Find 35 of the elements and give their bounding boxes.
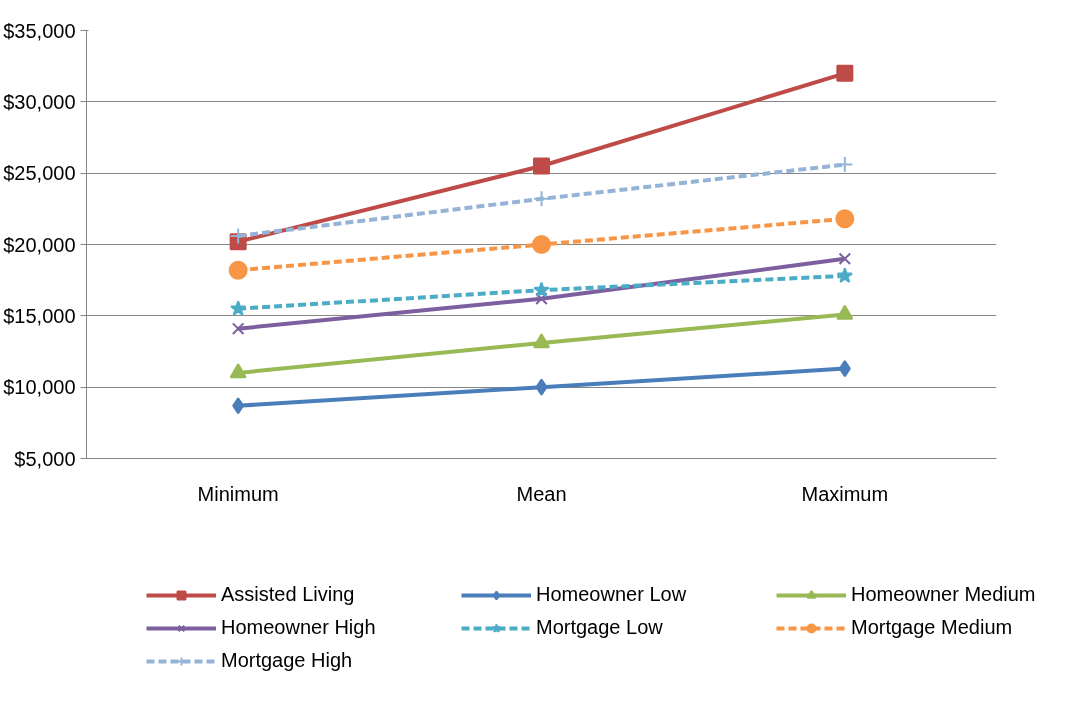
y-tick-label: $10,000: [3, 376, 76, 399]
point: [532, 235, 551, 254]
point: [231, 322, 245, 335]
point: [229, 363, 247, 379]
legend-label: Mortgage Medium: [851, 616, 1014, 639]
point: [836, 64, 854, 82]
point: [533, 281, 550, 298]
point: [836, 267, 853, 283]
point: [232, 397, 245, 415]
legend-label: Assisted Living: [221, 583, 356, 606]
x-tick-label: Minimum: [197, 482, 279, 505]
legend-label: Homeowner High: [221, 616, 377, 639]
point: [535, 378, 548, 396]
y-tick-label: $20,000: [3, 233, 76, 256]
legend-label: Homeowner Low: [536, 583, 688, 606]
legend-label: Mortgage Low: [536, 616, 664, 639]
y-tick-label: $25,000: [3, 162, 76, 185]
point: [533, 157, 550, 175]
point: [230, 300, 247, 316]
point: [836, 156, 854, 174]
y-tick-label: $15,000: [3, 304, 76, 327]
point: [835, 209, 855, 229]
y-tick-label: $30,000: [3, 90, 76, 113]
legend-label: Homeowner Medium: [851, 583, 1037, 606]
y-tick-label: $35,000: [3, 19, 76, 42]
legend-label: Mortgage High: [221, 649, 354, 672]
point: [535, 292, 548, 306]
x-tick-label: Maximum: [801, 482, 889, 505]
x-tick-label: Mean: [516, 482, 567, 505]
point: [838, 360, 851, 378]
point: [838, 252, 852, 266]
point: [533, 190, 550, 208]
point: [228, 260, 248, 280]
point: [533, 333, 550, 349]
y-tick-label: $5,000: [14, 447, 76, 470]
